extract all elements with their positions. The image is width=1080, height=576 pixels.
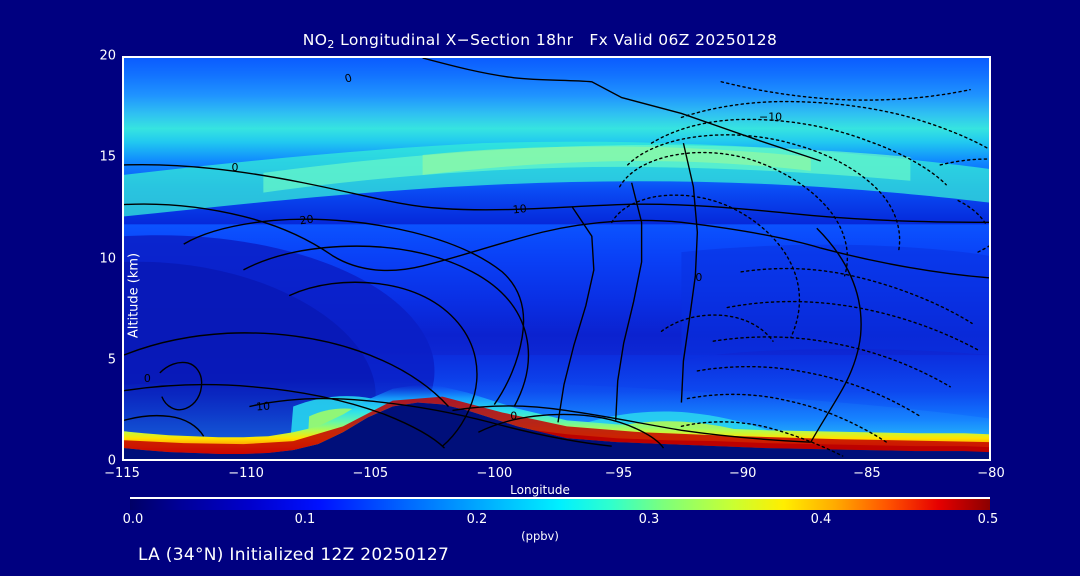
x-axis-label: Longitude xyxy=(510,483,570,497)
colorbar-tick-0.4: 0.4 xyxy=(810,512,832,527)
svg-text:0: 0 xyxy=(144,372,151,385)
y-axis-label: Altitude (km) xyxy=(126,252,142,339)
contour-lines xyxy=(124,58,989,449)
colorbar-tick-0.0: 0.0 xyxy=(122,512,144,527)
x-tick-neg105: −105 xyxy=(352,466,389,481)
x-tick-neg80: −80 xyxy=(977,466,1005,481)
x-tick-neg95: −95 xyxy=(604,466,633,481)
svg-text:20: 20 xyxy=(299,213,315,228)
x-tick-neg85: −85 xyxy=(853,466,881,481)
y-tick-20: 20 xyxy=(99,48,116,64)
svg-text:−10: −10 xyxy=(759,110,782,123)
x-tick-neg90: −90 xyxy=(728,466,757,481)
y-tick-0: 0 xyxy=(107,453,116,469)
contour-fill-canvas: 0 0 20 10 −10 0 10 0 0 xyxy=(124,58,989,459)
colorbar-units-label: (ppbv) xyxy=(521,529,559,543)
colorbar-tick-0.1: 0.1 xyxy=(294,512,316,527)
chart-title-subscript: 2 xyxy=(327,38,335,51)
colorbar-gradient xyxy=(130,497,990,510)
contour-lines-negative xyxy=(611,81,989,457)
y-tick-15: 15 xyxy=(99,149,116,165)
chart-title-prefix: NO xyxy=(302,31,328,49)
terrain-mask xyxy=(124,402,989,459)
figure-footer-caption: LA (34°N) Initialized 12Z 20250127 xyxy=(138,545,450,565)
colorbar-tick-0.3: 0.3 xyxy=(638,512,660,527)
svg-text:10: 10 xyxy=(256,400,271,414)
colorbar[interactable] xyxy=(130,497,990,510)
colorbar-tick-0.2: 0.2 xyxy=(466,512,488,527)
field-fill xyxy=(124,58,989,459)
svg-text:0: 0 xyxy=(343,71,353,85)
chart-title: NO2 Longitudinal X−Section 18hr Fx Valid… xyxy=(0,31,1080,51)
colorbar-ticks: 0.0 0.1 0.2 0.3 0.4 0.5 xyxy=(0,512,1080,530)
x-tick-neg110: −110 xyxy=(228,466,264,481)
cross-section-svg: 0 0 20 10 −10 0 10 0 0 xyxy=(124,58,989,459)
chart-title-rest: Longitudinal X−Section 18hr Fx Valid 06Z… xyxy=(334,31,778,49)
svg-text:0: 0 xyxy=(232,161,239,174)
svg-text:10: 10 xyxy=(512,202,527,216)
y-axis-ticks: 20 15 10 5 0 Altitude (km) xyxy=(78,49,141,469)
contour-value-labels: 0 0 20 10 −10 0 10 0 0 xyxy=(144,71,782,422)
y-tick-10: 10 xyxy=(99,251,116,266)
x-tick-neg100: −100 xyxy=(476,466,513,481)
svg-text:0: 0 xyxy=(695,271,702,284)
colorbar-tick-0.5: 0.5 xyxy=(977,512,999,527)
plot-area[interactable]: 0 0 20 10 −10 0 10 0 0 xyxy=(122,56,991,461)
x-axis-ticks: −115 −110 −105 −100 −95 −90 −85 −80 xyxy=(0,466,1080,484)
y-tick-5: 5 xyxy=(107,352,116,368)
svg-text:0: 0 xyxy=(510,409,517,422)
x-tick-neg115: −115 xyxy=(104,466,140,481)
